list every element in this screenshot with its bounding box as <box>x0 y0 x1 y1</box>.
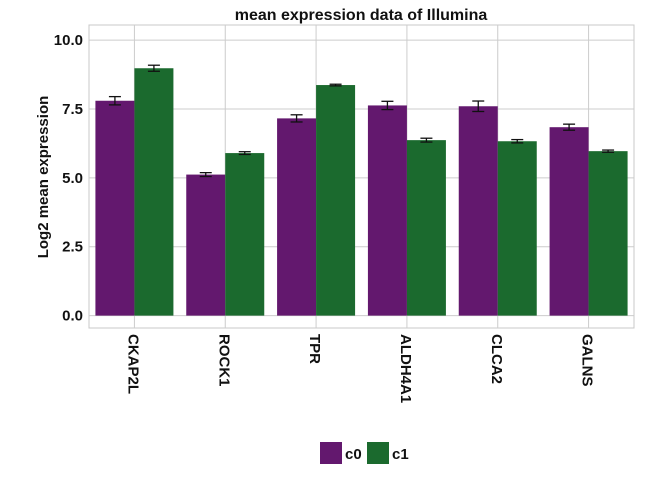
error-bar <box>147 64 160 72</box>
x-tick-label: CLCA2 <box>488 334 505 384</box>
plot-panel <box>88 24 635 329</box>
bar-c0 <box>549 127 589 316</box>
bar-c1 <box>497 141 537 316</box>
y-axis-label: Log2 mean expression <box>35 96 52 259</box>
bar-c0 <box>95 100 135 316</box>
y-tick-label: 10.0 <box>54 32 83 49</box>
bar-c1 <box>406 140 446 316</box>
error-bar <box>563 123 576 131</box>
y-tick-label: 5.0 <box>62 170 83 187</box>
bar-c0 <box>458 106 498 316</box>
x-tick-label: ROCK1 <box>215 334 232 387</box>
legend-label-c1: c1 <box>392 446 409 463</box>
bar-c1 <box>225 153 265 316</box>
x-tick-label: GALNS <box>579 334 596 387</box>
error-bar <box>108 95 121 106</box>
bar-c0 <box>277 118 317 316</box>
legend-swatch-c1 <box>367 442 389 464</box>
error-bar <box>472 100 485 113</box>
bar-c1 <box>316 85 356 316</box>
error-bars <box>108 64 615 178</box>
bar-c1 <box>588 151 628 316</box>
y-tick-label: 2.5 <box>62 239 83 256</box>
x-tick-label: CKAP2L <box>124 334 141 394</box>
error-bar <box>602 149 615 153</box>
error-bar <box>420 137 433 143</box>
error-bar <box>511 138 524 144</box>
y-tick-label: 0.0 <box>62 308 83 325</box>
x-tick-label: TPR <box>306 334 323 364</box>
bar-c1 <box>134 68 174 316</box>
x-axis-ticks: CKAP2L ROCK1 TPR ALDH4A1 CLCA2 GALNS <box>124 334 595 403</box>
error-bar <box>199 171 212 178</box>
bar-c0 <box>186 174 226 316</box>
error-bar <box>329 83 342 87</box>
bars <box>95 68 628 316</box>
bar-c0 <box>367 105 407 316</box>
error-bar <box>238 151 251 156</box>
legend-label-c0: c0 <box>345 446 362 463</box>
legend: c0 c1 <box>320 442 409 464</box>
y-axis-ticks: 0.0 2.5 5.0 7.5 10.0 <box>54 32 83 324</box>
error-bar <box>381 100 394 111</box>
legend-swatch-c0 <box>320 442 342 464</box>
y-tick-label: 7.5 <box>62 101 83 118</box>
chart-title: mean expression data of Illumina <box>235 7 488 24</box>
error-bar <box>290 114 303 123</box>
x-tick-label: ALDH4A1 <box>397 334 414 403</box>
